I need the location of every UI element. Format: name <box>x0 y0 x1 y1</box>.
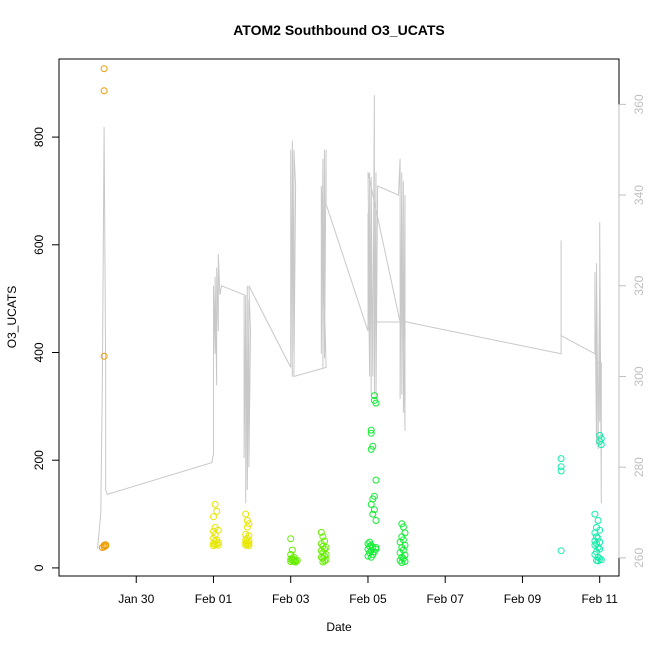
y-tick-label-left: 800 <box>32 127 46 147</box>
data-point <box>367 445 375 453</box>
data-point <box>319 533 327 541</box>
y-axis-right: 260 280 300 320 340 360 <box>618 94 646 568</box>
data-point <box>369 510 377 518</box>
data-point <box>288 556 296 564</box>
x-tick-label: Feb 11 <box>581 592 618 606</box>
data-point <box>557 467 565 475</box>
data-point <box>242 531 250 538</box>
data-point <box>367 426 375 434</box>
data-point <box>317 528 325 536</box>
data-point <box>594 544 602 551</box>
y-tick-label-right: 260 <box>632 548 646 568</box>
data-point <box>100 65 108 73</box>
data-point <box>372 517 380 524</box>
data-point <box>100 87 108 95</box>
y-tick-label-left: 200 <box>32 450 46 470</box>
data-point <box>210 540 217 548</box>
x-tick-label: Feb 09 <box>504 592 542 606</box>
y-tick-label-right: 360 <box>632 94 646 114</box>
x-tick-label: Feb 07 <box>427 592 465 606</box>
track-line-layer <box>97 95 602 549</box>
y-tick-label-left: 600 <box>32 234 46 254</box>
y-axis-label: O3_UCATS <box>5 286 19 348</box>
x-axis-label: Date <box>326 620 352 634</box>
x-tick-label: Jan 30 <box>118 592 154 606</box>
data-point <box>597 556 605 564</box>
data-point <box>210 542 217 550</box>
data-point <box>211 541 219 549</box>
data-point <box>557 547 565 555</box>
data-point <box>370 392 378 400</box>
series-3 <box>287 528 330 566</box>
data-point <box>287 558 295 565</box>
x-axis: Jan 30 Feb 01 Feb 03 Feb 05 Feb 07 Feb 09 Feb … <box>118 575 618 606</box>
data-point <box>242 510 250 518</box>
data-point <box>398 559 406 566</box>
data-point <box>319 558 327 566</box>
track-line <box>97 95 602 549</box>
x-tick-label: Feb 01 <box>195 592 233 606</box>
data-point <box>372 545 380 553</box>
data-point <box>322 544 330 551</box>
x-tick-label: Feb 03 <box>272 592 310 606</box>
series-4 <box>364 392 409 566</box>
y-tick-label-right: 320 <box>632 275 646 295</box>
y-tick-label-right: 340 <box>632 185 646 205</box>
data-point <box>214 541 222 549</box>
data-point <box>372 399 380 407</box>
data-point <box>591 510 599 518</box>
y-tick-label-left: 0 <box>32 564 46 571</box>
data-point <box>102 541 110 549</box>
data-point <box>594 517 602 524</box>
series-2 <box>210 500 253 550</box>
x-tick-label: Feb 05 <box>349 592 387 606</box>
data-point <box>594 557 602 565</box>
data-point <box>372 476 380 484</box>
data-point <box>370 506 378 514</box>
y-tick-label-left: 400 <box>32 342 46 362</box>
data-point <box>401 558 409 565</box>
data-point <box>367 553 375 561</box>
data-point <box>211 500 219 508</box>
data-points-layer <box>98 65 605 566</box>
data-point <box>591 529 599 537</box>
plot-frame <box>58 58 620 577</box>
y-axis-left: 0 200 400 600 800 <box>32 127 60 571</box>
data-point <box>396 556 404 564</box>
chart-title: ATOM2 Southbound O3_UCATS <box>233 22 445 38</box>
data-point <box>213 507 221 515</box>
data-point <box>364 552 372 560</box>
data-point <box>243 523 251 531</box>
y-tick-label-right: 280 <box>632 457 646 477</box>
data-point <box>100 352 108 360</box>
data-point <box>210 513 217 521</box>
data-point <box>288 546 296 554</box>
data-point <box>321 557 328 565</box>
data-point <box>242 541 250 549</box>
data-point <box>293 556 301 564</box>
data-point <box>597 441 605 449</box>
data-point <box>292 558 300 566</box>
data-point <box>245 542 253 550</box>
data-point <box>593 540 600 548</box>
data-point <box>557 463 565 471</box>
data-point <box>367 500 375 508</box>
series-5 <box>557 431 605 565</box>
data-point <box>593 533 600 541</box>
data-point <box>367 429 375 437</box>
data-point <box>287 535 295 543</box>
data-point <box>401 529 409 537</box>
y-tick-label-right: 300 <box>632 366 646 386</box>
series-1 <box>98 65 110 551</box>
data-point <box>557 455 565 463</box>
